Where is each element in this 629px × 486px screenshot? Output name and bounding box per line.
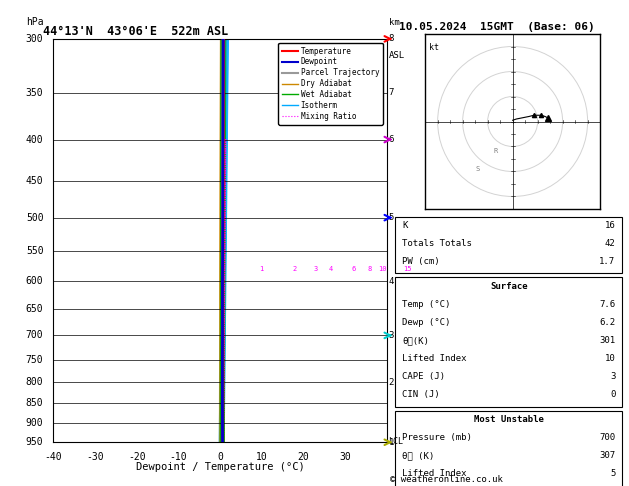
Text: Most Unstable: Most Unstable: [474, 415, 544, 424]
Text: 16: 16: [604, 221, 615, 230]
Text: -20: -20: [128, 452, 146, 462]
Text: 900: 900: [26, 418, 43, 428]
Text: km: km: [389, 18, 399, 27]
Text: K: K: [403, 221, 408, 230]
Text: 6: 6: [351, 265, 355, 272]
Text: 3: 3: [610, 372, 615, 382]
Text: 600: 600: [26, 277, 43, 286]
Text: 0: 0: [217, 452, 223, 462]
Text: θᴇ(K): θᴇ(K): [403, 336, 429, 345]
Text: 800: 800: [26, 377, 43, 387]
Text: S: S: [475, 167, 479, 173]
Text: 307: 307: [599, 451, 615, 460]
Text: 10.05.2024  15GMT  (Base: 06): 10.05.2024 15GMT (Base: 06): [399, 22, 595, 32]
Text: 2: 2: [389, 378, 394, 387]
Text: -40: -40: [45, 452, 62, 462]
Text: 500: 500: [26, 213, 43, 223]
Text: 0: 0: [610, 390, 615, 399]
Text: Lifted Index: Lifted Index: [403, 469, 467, 479]
Text: 700: 700: [26, 330, 43, 340]
Text: -10: -10: [170, 452, 187, 462]
Text: 10: 10: [256, 452, 268, 462]
Text: CIN (J): CIN (J): [403, 390, 440, 399]
Text: 1: 1: [259, 265, 263, 272]
Text: 6: 6: [389, 135, 394, 144]
Text: 7.6: 7.6: [599, 300, 615, 309]
Text: 450: 450: [26, 176, 43, 186]
Legend: Temperature, Dewpoint, Parcel Trajectory, Dry Adiabat, Wet Adiabat, Isotherm, Mi: Temperature, Dewpoint, Parcel Trajectory…: [279, 43, 383, 125]
Text: 850: 850: [26, 399, 43, 408]
Text: 300: 300: [26, 34, 43, 44]
Text: 1.7: 1.7: [599, 257, 615, 266]
Text: 950: 950: [26, 437, 43, 447]
Text: 15: 15: [403, 265, 411, 272]
Text: 550: 550: [26, 246, 43, 256]
Text: 10: 10: [379, 265, 387, 272]
Text: Lifted Index: Lifted Index: [403, 354, 467, 364]
Text: 7: 7: [389, 88, 394, 97]
Text: 5: 5: [389, 213, 394, 222]
Text: 8: 8: [367, 265, 372, 272]
Text: Pressure (mb): Pressure (mb): [403, 434, 472, 442]
Text: 20: 20: [298, 452, 309, 462]
Bar: [396, 411, 622, 486]
Text: 3: 3: [313, 265, 318, 272]
Text: 5: 5: [610, 469, 615, 479]
Text: 4: 4: [389, 277, 394, 286]
Text: -30: -30: [86, 452, 104, 462]
X-axis label: Dewpoint / Temperature (°C): Dewpoint / Temperature (°C): [136, 462, 304, 472]
Text: θᴇ (K): θᴇ (K): [403, 451, 435, 460]
Text: 750: 750: [26, 354, 43, 364]
Text: 30: 30: [339, 452, 351, 462]
Text: 650: 650: [26, 304, 43, 314]
Text: 1: 1: [389, 438, 394, 447]
Text: hPa: hPa: [26, 17, 43, 27]
Text: ASL: ASL: [389, 51, 404, 60]
Text: 700: 700: [599, 434, 615, 442]
Text: Dewp (°C): Dewp (°C): [403, 318, 451, 327]
Text: CAPE (J): CAPE (J): [403, 372, 445, 382]
Text: 2: 2: [292, 265, 297, 272]
Text: Temp (°C): Temp (°C): [403, 300, 451, 309]
Text: Surface: Surface: [490, 282, 528, 291]
Text: Totals Totals: Totals Totals: [403, 239, 472, 248]
Text: 44°13'N  43°06'E  522m ASL: 44°13'N 43°06'E 522m ASL: [43, 25, 229, 38]
Bar: [396, 217, 622, 274]
Text: 301: 301: [599, 336, 615, 345]
Text: 42: 42: [604, 239, 615, 248]
Text: 10: 10: [604, 354, 615, 364]
Text: R: R: [494, 148, 498, 154]
Text: 400: 400: [26, 135, 43, 144]
Bar: [396, 278, 622, 407]
Text: 3: 3: [389, 331, 394, 340]
Text: 8: 8: [389, 35, 394, 43]
Text: © weatheronline.co.uk: © weatheronline.co.uk: [390, 474, 503, 484]
Text: 350: 350: [26, 88, 43, 98]
Text: LCL: LCL: [389, 437, 403, 446]
Text: 4: 4: [329, 265, 333, 272]
Text: PW (cm): PW (cm): [403, 257, 440, 266]
Text: kt: kt: [429, 43, 439, 52]
Text: 6.2: 6.2: [599, 318, 615, 327]
